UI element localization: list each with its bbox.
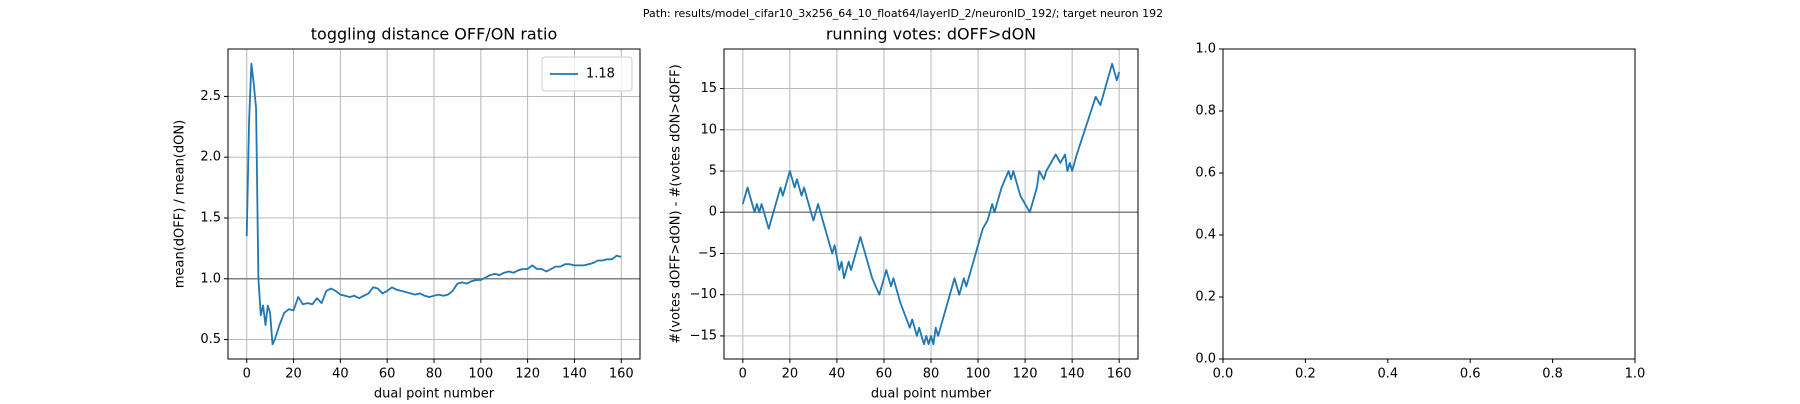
- x-tick-label: 140: [562, 367, 587, 382]
- x-tick-label: 160: [1107, 367, 1132, 382]
- y-tick-label: −5: [698, 246, 717, 261]
- chart-title: running votes: dOFF>dON: [826, 25, 1036, 44]
- x-tick-label: 60: [876, 367, 893, 382]
- x-axis-label: dual point number: [374, 387, 495, 401]
- subplot: 0.0 0.2 0.4 0.6 0.8 1.0 0.0 0.2 0.4 0.6 0.8 1.0: [1195, 42, 1645, 382]
- x-tick-label: 80: [426, 367, 443, 382]
- x-tick-label: 40: [829, 367, 846, 382]
- axes-frame: [1222, 48, 1636, 360]
- subplot: 0 20 40 60 80 100 120 140 160 −15 −10 −5 0 5 10 15 runni…: [669, 25, 1139, 402]
- x-tick-label: 0.0: [1213, 367, 1234, 382]
- line-series: [741, 62, 1121, 346]
- x-tick-label: 20: [285, 367, 302, 382]
- y-tick-label: 0.0: [1195, 352, 1216, 367]
- x-tick-label: 100: [468, 367, 493, 382]
- y-axis-label: mean(dOFF) / mean(dON): [173, 120, 188, 288]
- x-tick-label: 100: [966, 367, 991, 382]
- x-tick-label: 120: [1013, 367, 1038, 382]
- y-tick-label: 1.0: [1195, 42, 1216, 57]
- y-tick-label: 2.5: [200, 89, 221, 104]
- y-tick-label: 0.2: [1195, 290, 1216, 305]
- y-tick-label: 10: [700, 122, 717, 137]
- x-tick-label: 40: [332, 367, 349, 382]
- x-tick-label: 140: [1060, 367, 1085, 382]
- y-tick-label: 15: [700, 81, 717, 96]
- y-tick-label: 1.0: [200, 271, 221, 286]
- x-tick-label: 80: [923, 367, 940, 382]
- axes-frame: [723, 48, 1139, 360]
- x-tick-label: 20: [782, 367, 799, 382]
- line-series: [245, 62, 622, 346]
- x-tick-label: 0: [739, 367, 747, 382]
- x-tick-label: 160: [609, 367, 634, 382]
- chart-title: toggling distance OFF/ON ratio: [311, 25, 557, 44]
- x-tick-label: 60: [379, 367, 396, 382]
- x-axis-label: dual point number: [871, 387, 992, 401]
- y-tick-label: 5: [709, 164, 717, 179]
- x-tick-label: 1.0: [1625, 367, 1646, 382]
- y-tick-label: −10: [690, 287, 717, 302]
- y-tick-label: 0.4: [1195, 228, 1216, 243]
- y-tick-label: 0.5: [200, 332, 221, 347]
- x-tick-label: 0.8: [1542, 367, 1563, 382]
- y-tick-label: 0.8: [1195, 104, 1216, 119]
- y-axis-label: #(votes dOFF>dON) - #(votes dON>dOFF): [669, 64, 684, 343]
- legend-label: 1.18: [586, 67, 615, 82]
- x-tick-label: 120: [515, 367, 540, 382]
- x-tick-label: 0.6: [1460, 367, 1481, 382]
- subplot: 0 20 40 60 80 100 120 140 160 0.5 1.0 1.5 2.0 2.5 togg…: [173, 25, 641, 402]
- legend-box: [541, 56, 633, 92]
- x-tick-label: 0.4: [1377, 367, 1398, 382]
- x-tick-label: 0.2: [1295, 367, 1316, 382]
- y-tick-label: −15: [690, 328, 717, 343]
- x-tick-label: 0: [243, 367, 251, 382]
- y-tick-label: 2.0: [200, 150, 221, 165]
- axes-frame: [227, 48, 641, 360]
- y-tick-label: 0.6: [1195, 166, 1216, 181]
- figure-title: Path: results/model_cifar10_3x256_64_10_…: [643, 7, 1163, 20]
- y-tick-label: 0: [709, 205, 717, 220]
- y-tick-label: 1.5: [200, 210, 221, 225]
